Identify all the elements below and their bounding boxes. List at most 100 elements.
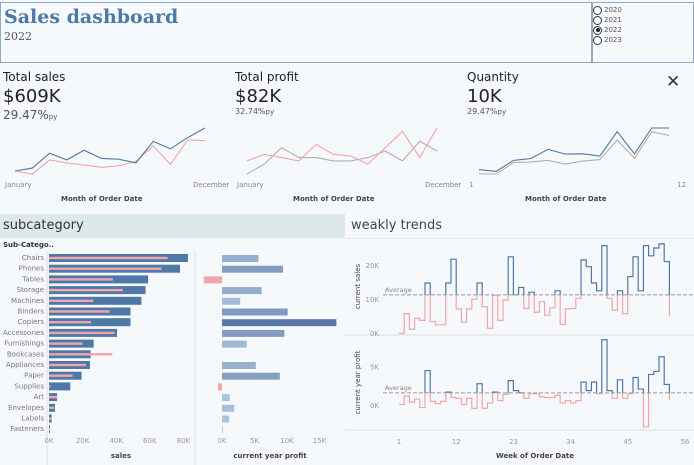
x-tick-end: 12	[677, 181, 686, 189]
sparkline-chart	[14, 127, 206, 175]
pct-suffix: py	[265, 108, 275, 116]
profit-bar	[203, 276, 222, 284]
y-tick: 20K	[366, 262, 380, 270]
profit-bar	[222, 319, 337, 327]
close-icon[interactable]: ✕	[666, 72, 681, 92]
x-axis-title: sales	[111, 452, 131, 460]
sales-bar-previous	[49, 299, 94, 302]
x-axis-title: Month of Order Date	[525, 195, 607, 203]
x-tick: 10K	[280, 437, 294, 445]
subcategory-chart: Chairs Phones Tables Storage Machines Binders…	[3, 250, 337, 465]
category-label: Paper	[24, 372, 44, 380]
sparkline-chart	[478, 127, 670, 175]
x-tick: 12	[452, 438, 461, 446]
radio-button[interactable]	[593, 15, 602, 25]
sparkline-series	[246, 140, 438, 175]
year-radio-2023[interactable]: 2023	[593, 35, 693, 45]
sparkline-chart	[246, 127, 438, 175]
page-title: Sales dashboard	[4, 6, 179, 28]
profit-bar	[222, 372, 280, 380]
profit-bar	[222, 362, 256, 369]
profit-bar	[222, 287, 262, 295]
year-radio-2022[interactable]: 2022	[593, 25, 693, 35]
profit-bar	[222, 255, 259, 262]
x-tick: 23	[509, 438, 518, 446]
pct-suffix: py	[48, 113, 58, 121]
x-tick: 45	[623, 438, 632, 446]
x-tick: 1	[397, 438, 401, 446]
y-tick: 0K	[370, 402, 379, 410]
x-tick: 0K	[217, 437, 226, 445]
radio-button[interactable]	[593, 35, 602, 45]
weekly-step-line	[399, 243, 670, 334]
year-radio-2021[interactable]: 2021	[593, 15, 693, 25]
profit-bar	[222, 308, 288, 316]
x-tick: 15K	[313, 437, 327, 445]
x-tick: 40K	[109, 437, 123, 445]
profit-bar	[218, 383, 222, 391]
kpi-value: $82K	[235, 86, 282, 107]
x-tick: 34	[566, 438, 575, 446]
kpi-pct: 29.47%py	[467, 107, 506, 116]
radio-button[interactable]	[593, 25, 602, 35]
kpi-pct: 29.47%py	[3, 108, 57, 122]
sparkline-series	[14, 127, 206, 172]
profit-bar	[222, 340, 247, 348]
sales-bar-previous	[49, 428, 50, 431]
category-label: Labels	[21, 415, 44, 423]
kpi-pct: 32.74%py	[235, 107, 274, 116]
year-label: 2023	[604, 36, 622, 44]
y-tick: 0K	[370, 330, 379, 338]
weekly-trends-title: weakly trends	[351, 218, 442, 233]
x-tick: 20K	[76, 437, 90, 445]
year-label: 2020	[604, 6, 622, 14]
category-label: Chairs	[22, 254, 44, 262]
column-header: Sub-Catego..	[3, 241, 55, 249]
category-label: Accessories	[3, 329, 44, 337]
sales-bar-current	[49, 296, 142, 305]
x-axis-title: Month of Order Date	[61, 195, 143, 203]
sales-bar-previous	[49, 278, 113, 281]
kpi-value: $609K	[3, 86, 61, 107]
sparkline-series	[246, 127, 438, 165]
profit-bar	[222, 426, 223, 434]
y-axis-title: current sales	[354, 263, 362, 309]
sales-bar-previous	[49, 363, 86, 367]
category-label: Machines	[11, 297, 44, 305]
radio-button[interactable]	[593, 5, 602, 15]
sales-bar-previous	[49, 331, 115, 335]
kpi-title: Total profit	[235, 70, 299, 84]
kpi-value: 10K	[467, 86, 502, 107]
x-tick: 0K	[44, 437, 53, 445]
category-label: Phones	[19, 265, 45, 273]
x-axis-title: Week of Order Date	[496, 452, 574, 460]
profit-bar	[222, 265, 284, 273]
category-label: Copiers	[18, 318, 45, 326]
x-tick: 80K	[177, 437, 191, 445]
x-tick: 56	[681, 438, 690, 446]
sales-bar-previous	[49, 406, 55, 409]
sales-bar-current	[49, 382, 71, 391]
sales-bar-previous	[49, 310, 110, 313]
weekly-step-line	[399, 339, 670, 428]
pct-value: 29.47%	[3, 108, 49, 122]
average-label: Average	[385, 286, 412, 294]
profit-bar	[222, 297, 241, 305]
x-axis-title: Month of Order Date	[293, 195, 375, 203]
sales-bar-previous	[49, 374, 73, 377]
profit-bar	[222, 404, 235, 412]
sales-bar-previous	[49, 395, 58, 399]
x-tick-start: January	[237, 181, 264, 189]
sales-bar-previous	[49, 288, 123, 292]
category-label: Binders	[18, 308, 45, 316]
sales-bar-previous	[49, 321, 91, 324]
sales-bar-previous	[49, 353, 113, 356]
category-label: Envelopes	[8, 404, 44, 412]
category-label: Tables	[21, 275, 44, 283]
category-label: Appliances	[6, 361, 44, 369]
sales-bar-previous	[49, 256, 168, 260]
year-label: 2022	[604, 26, 622, 34]
sparkline-series	[14, 139, 206, 175]
weekly-trends-chart: Average 0K 10K 20K current sales Average 0K 5K c…	[345, 238, 694, 460]
year-radio-2020[interactable]: 2020	[593, 5, 693, 15]
